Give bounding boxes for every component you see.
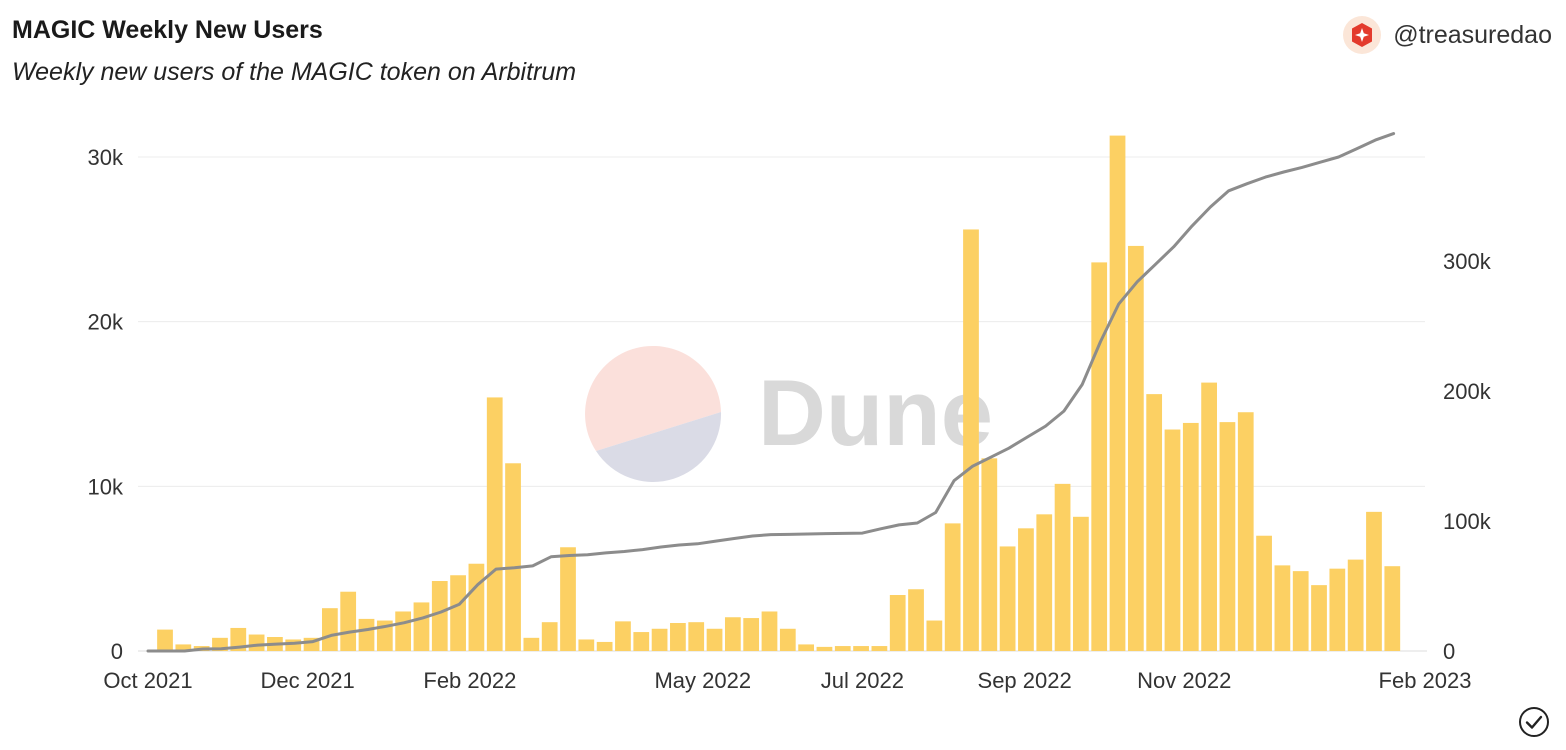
bar[interactable] xyxy=(798,644,815,651)
bar[interactable] xyxy=(651,628,668,651)
y-left-tick-label: 10k xyxy=(88,474,124,499)
bar[interactable] xyxy=(633,632,650,651)
y-left-tick-label: 0 xyxy=(111,639,123,664)
bar[interactable] xyxy=(1274,565,1291,651)
bar[interactable] xyxy=(1018,528,1034,651)
bar[interactable] xyxy=(816,646,833,651)
bar[interactable] xyxy=(963,229,979,651)
bar[interactable] xyxy=(670,623,686,651)
bar[interactable] xyxy=(1201,382,1217,651)
y-right-tick-label: 300k xyxy=(1443,249,1492,274)
x-tick-label: Dec 2021 xyxy=(261,668,355,693)
dune-watermark-text: Dune xyxy=(758,360,993,465)
bar[interactable] xyxy=(560,547,576,651)
bar[interactable] xyxy=(395,611,412,651)
bar[interactable] xyxy=(1109,135,1126,652)
treasure-logo-icon xyxy=(1343,16,1382,54)
bar[interactable] xyxy=(779,628,796,651)
bar[interactable] xyxy=(1127,245,1144,652)
checkmark-circle-icon[interactable] xyxy=(1518,706,1550,738)
bar[interactable] xyxy=(541,622,558,651)
x-tick-label: Feb 2023 xyxy=(1379,668,1472,693)
bar[interactable] xyxy=(1384,566,1401,651)
bar[interactable] xyxy=(175,644,192,651)
bar[interactable] xyxy=(340,591,357,651)
bar[interactable] xyxy=(688,622,705,651)
owner-badge[interactable]: @treasuredao xyxy=(1343,16,1552,54)
bar[interactable] xyxy=(1329,568,1346,651)
bar[interactable] xyxy=(1219,422,1236,651)
bar[interactable] xyxy=(1311,585,1327,651)
x-tick-label: Feb 2022 xyxy=(423,668,516,693)
bar[interactable] xyxy=(834,646,851,651)
x-tick-label: May 2022 xyxy=(654,668,751,693)
bar[interactable] xyxy=(1256,535,1272,651)
bar[interactable] xyxy=(1091,262,1108,651)
bar[interactable] xyxy=(468,563,485,651)
bar[interactable] xyxy=(1292,571,1309,651)
bar[interactable] xyxy=(1237,412,1254,651)
bar[interactable] xyxy=(1366,511,1382,651)
bar[interactable] xyxy=(944,523,961,651)
bar[interactable] xyxy=(981,458,998,651)
bar[interactable] xyxy=(413,602,430,651)
bar[interactable] xyxy=(578,639,595,651)
x-tick-label: Nov 2022 xyxy=(1137,668,1231,693)
x-tick-label: Oct 2021 xyxy=(103,668,192,693)
y-left-tick-label: 30k xyxy=(88,145,124,170)
bar[interactable] xyxy=(523,637,540,651)
y-right-tick-label: 0 xyxy=(1443,639,1455,664)
bar[interactable] xyxy=(505,463,521,651)
bar[interactable] xyxy=(486,397,503,651)
bar[interactable] xyxy=(285,639,302,651)
y-right-tick-label: 100k xyxy=(1443,509,1492,534)
bar[interactable] xyxy=(321,608,338,651)
bar[interactable] xyxy=(853,646,869,651)
dune-logo-lavender-half xyxy=(596,412,722,482)
bar[interactable] xyxy=(157,629,173,651)
bar[interactable] xyxy=(248,634,265,651)
bar[interactable] xyxy=(871,646,888,651)
bar[interactable] xyxy=(724,617,741,651)
bar[interactable] xyxy=(926,620,943,651)
bar[interactable] xyxy=(743,618,760,651)
bar[interactable] xyxy=(706,628,723,651)
x-tick-label: Jul 2022 xyxy=(821,668,904,693)
cumulative-users-line[interactable] xyxy=(146,132,1396,653)
bar[interactable] xyxy=(450,575,466,651)
owner-name[interactable]: @treasuredao xyxy=(1393,20,1552,49)
bar[interactable] xyxy=(761,611,778,651)
bar[interactable] xyxy=(889,595,906,651)
bar[interactable] xyxy=(1347,559,1364,651)
bar[interactable] xyxy=(908,589,924,651)
bar[interactable] xyxy=(230,627,247,651)
bar[interactable] xyxy=(615,621,631,651)
y-right-tick-label: 200k xyxy=(1443,379,1492,404)
bar[interactable] xyxy=(1054,483,1071,651)
bar[interactable] xyxy=(431,581,448,651)
chart-title: MAGIC Weekly New Users xyxy=(12,16,323,44)
bar[interactable] xyxy=(1146,394,1163,651)
dune-watermark: Dune xyxy=(585,345,993,482)
bar[interactable] xyxy=(1073,516,1089,651)
x-tick-label: Sep 2022 xyxy=(978,668,1072,693)
bar[interactable] xyxy=(1036,514,1053,651)
y-left-tick-label: 20k xyxy=(88,310,124,335)
bar[interactable] xyxy=(999,546,1016,651)
dune-logo-pink-half xyxy=(585,345,721,451)
bar[interactable] xyxy=(358,618,375,651)
bar[interactable] xyxy=(1164,429,1181,651)
chart-subtitle: Weekly new users of the MAGIC token on A… xyxy=(12,58,577,86)
bar[interactable] xyxy=(596,641,613,651)
bar[interactable] xyxy=(1182,422,1199,651)
